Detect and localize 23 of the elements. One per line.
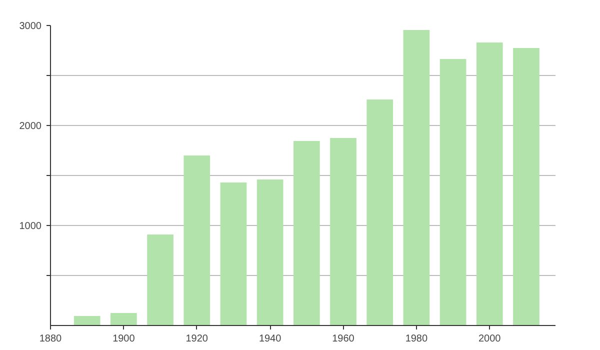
- x-tick-label: 1880: [39, 334, 62, 344]
- bar: [220, 182, 247, 326]
- bar: [110, 313, 137, 326]
- bar: [476, 42, 503, 326]
- x-tick-label: 1900: [112, 334, 136, 344]
- x-tick-label: 2000: [478, 334, 502, 344]
- bar: [366, 100, 394, 326]
- bar: [403, 30, 430, 326]
- bar: [184, 156, 210, 326]
- bar: [513, 48, 540, 326]
- bar: [74, 316, 100, 326]
- bar: [293, 141, 320, 326]
- x-tick-label: 1920: [186, 334, 208, 344]
- bar: [147, 234, 174, 326]
- y-tick-label: 3000: [19, 21, 42, 32]
- x-tick-label: 1940: [258, 334, 282, 344]
- y-tick-label: 1000: [19, 221, 42, 232]
- y-tick-label: 2000: [19, 121, 42, 132]
- bar: [330, 138, 356, 326]
- bar: [440, 59, 466, 326]
- x-tick-label: 1960: [332, 334, 355, 344]
- x-tick-label: 1980: [405, 334, 428, 344]
- bar: [256, 180, 284, 326]
